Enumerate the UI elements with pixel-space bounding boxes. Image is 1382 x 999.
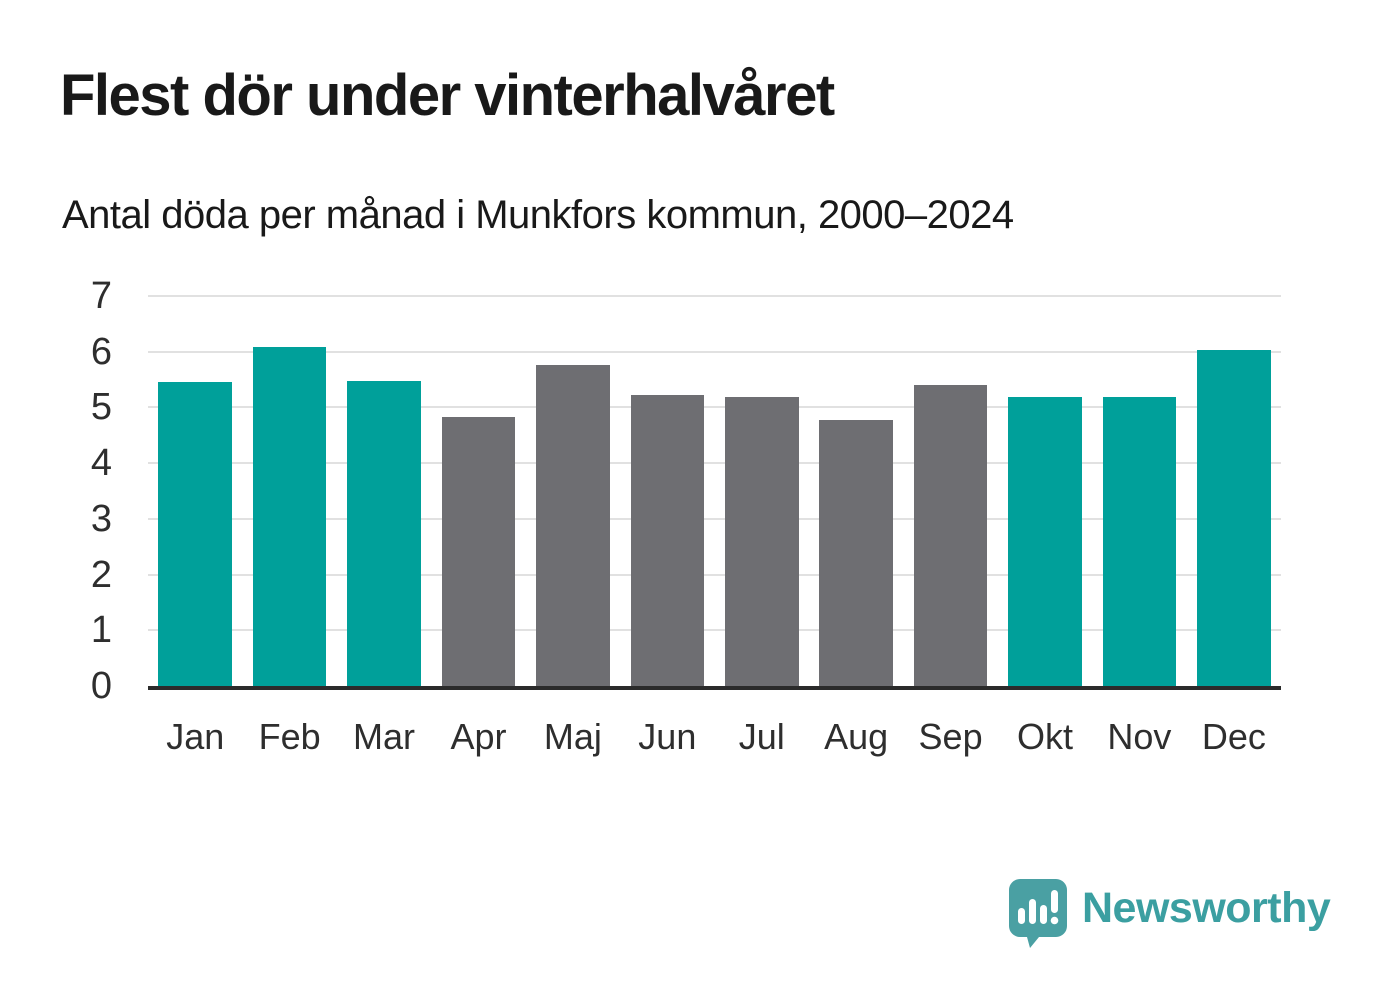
x-tick-label-jun: Jun (638, 716, 697, 757)
y-axis: 0 1 2 3 4 5 6 7 (55, 277, 130, 705)
x-tick-label-sep: Sep (918, 716, 983, 757)
chart-subtitle: Antal döda per månad i Munkfors kommun, … (62, 193, 1014, 237)
y-tick-label-3: 3 (90, 497, 112, 540)
bar-jan (158, 382, 233, 686)
bar-slot-jan (148, 296, 242, 686)
x-tick-label-maj: Maj (543, 716, 602, 757)
x-axis: Jan Feb Mar Apr Maj Jun Jul Aug Sep Okt Nov Dec (148, 716, 1281, 758)
y-tick-label-6: 6 (90, 330, 112, 373)
bar-chart-speech-bubble-icon (1009, 879, 1067, 948)
bar-slot-okt (998, 296, 1092, 686)
bar-slot-jun (620, 296, 714, 686)
y-tick-label-2: 2 (90, 553, 112, 596)
x-tick-label-okt: Okt (1017, 716, 1074, 757)
bar-maj (536, 365, 610, 686)
chart-title: Flest dör under vinterhalvåret (60, 63, 835, 128)
x-tick-label-feb: Feb (258, 716, 321, 757)
y-tick-label-0: 0 (90, 665, 112, 707)
bar-slot-dec (1187, 296, 1281, 686)
x-tick-label-mar: Mar (353, 716, 416, 757)
bar-slot-sep (903, 296, 997, 686)
bar-slot-nov (1092, 296, 1186, 686)
x-tick-label-aug: Aug (824, 716, 889, 757)
bar-nov (1102, 396, 1177, 686)
bar-aug (819, 419, 893, 686)
bar-sep (913, 385, 988, 686)
bar-jun (630, 395, 705, 686)
x-tick-label-nov: Nov (1107, 716, 1172, 757)
bar-mar (347, 380, 421, 686)
bar-jul (724, 396, 799, 686)
bar-slot-apr (431, 296, 525, 686)
y-tick-label-5: 5 (90, 386, 112, 429)
x-tick-label-apr: Apr (450, 716, 507, 757)
y-tick-label-7: 7 (90, 275, 112, 317)
bar-slot-aug (809, 296, 903, 686)
bar-apr (441, 417, 516, 686)
x-tick-label-dec: Dec (1201, 716, 1266, 757)
brand-footer: Newsworthy (1008, 878, 1331, 948)
bar-slot-mar (337, 296, 431, 686)
bar-slot-jul (715, 296, 809, 686)
bar-slot-feb (242, 296, 336, 686)
bar-slot-maj (526, 296, 620, 686)
brand-name: Newsworthy (1082, 884, 1331, 932)
x-tick-label-jan: Jan (166, 716, 225, 757)
bar-okt (1008, 396, 1082, 686)
bar-feb (252, 347, 327, 686)
y-tick-label-4: 4 (90, 442, 112, 485)
y-tick-label-1: 1 (90, 609, 112, 652)
x-tick-label-jul: Jul (738, 716, 785, 757)
plot-area (148, 295, 1281, 690)
bar-dec (1197, 349, 1271, 686)
